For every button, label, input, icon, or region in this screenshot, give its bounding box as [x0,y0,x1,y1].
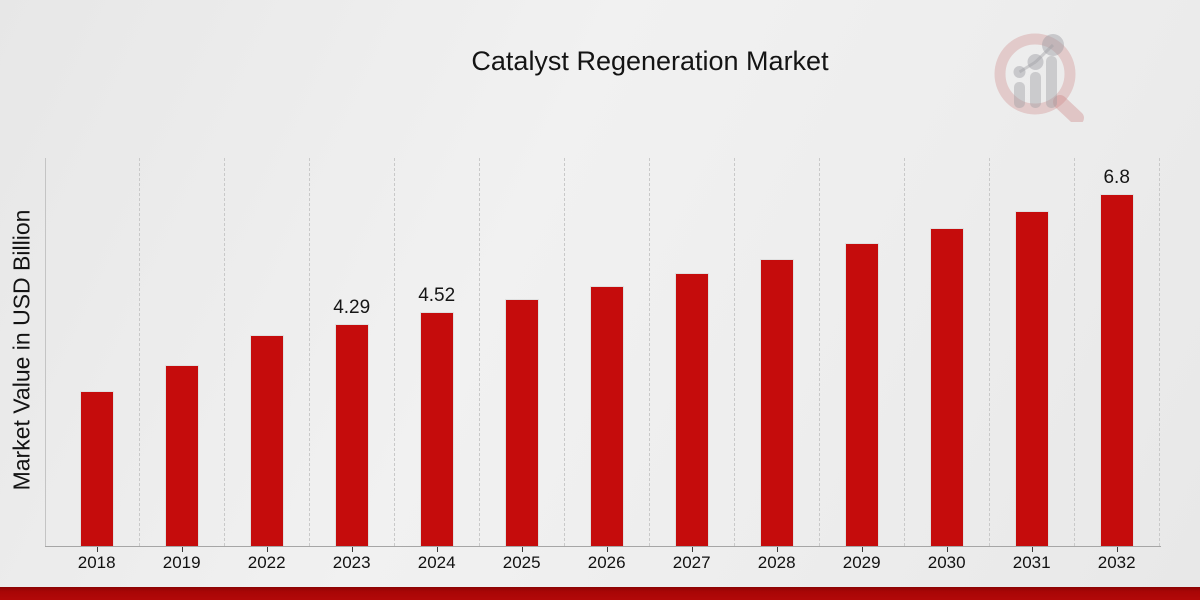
gridline [649,158,651,546]
bottom-red-strip [0,587,1200,600]
bar-value-label: 4.52 [418,285,456,306]
x-axis-tick [436,547,438,552]
gridline [989,158,991,546]
magnifier-bar-chart-logo-icon [994,33,1084,122]
gridline [139,158,141,546]
magnifier-handle [1053,95,1084,122]
x-axis-tick [351,547,353,552]
gridline [734,158,736,546]
bar [674,273,709,546]
x-axis-tick [776,547,778,552]
gridline [479,158,481,546]
bar [164,365,199,546]
bar-value-label: 6.8 [1103,167,1130,188]
x-axis-tick-label: 2024 [417,553,456,572]
x-axis-line [45,546,1161,547]
gridline [1074,158,1076,546]
magnifier-ring [994,33,1076,115]
bar [1099,194,1134,546]
bar [589,286,624,546]
x-axis-tick [96,547,98,552]
x-axis-tick-label: 2025 [502,553,541,572]
bar [504,299,539,546]
x-axis-tick [1116,547,1118,552]
gridline [309,158,311,546]
bar [844,243,879,546]
x-axis-tick-label: 2019 [162,553,201,572]
logo-bar-tall [1046,56,1057,108]
logo-trend-line-2 [1034,43,1055,64]
x-axis-tick [266,547,268,552]
logo-trend-dot-1 [1013,66,1026,78]
logo-bar-mid [1030,72,1041,108]
x-axis-tick-label: 2032 [1097,553,1136,572]
x-axis-tick-label: 2027 [672,553,711,572]
x-axis-tick [861,547,863,552]
x-axis-tick [1031,547,1033,552]
bar-value-label: 4.29 [333,297,371,318]
x-axis-tick-label: 2028 [757,553,796,572]
y-axis-line [45,158,46,546]
x-axis-tick [181,547,183,552]
x-axis-tick-label: 2031 [1012,553,1051,572]
bar [929,228,964,546]
x-axis-tick [946,547,948,552]
gridline [564,158,566,546]
x-axis-tick [521,547,523,552]
chart-title: Catalyst Regeneration Market [471,46,829,76]
x-axis-tick-label: 2023 [332,553,371,572]
gridline [394,158,396,546]
logo-trend-dot-3 [1042,34,1064,56]
x-axis-tick-label: 2029 [842,553,881,572]
x-axis-tick-label: 2030 [927,553,966,572]
x-axis-tick-label: 2018 [77,553,116,572]
logo-trend-line-1 [1018,60,1037,74]
gridline [224,158,226,546]
x-axis-tick [691,547,693,552]
gridline [1159,158,1161,546]
logo-trend-dot-2 [1027,54,1044,70]
bar [334,324,369,546]
bar [419,312,454,546]
bar [249,335,284,546]
gridline [819,158,821,546]
x-axis-tick-label: 2026 [587,553,626,572]
bar [79,391,114,546]
gridline [904,158,906,546]
x-axis-tick-label: 2022 [247,553,286,572]
bar [759,259,794,546]
bar [1014,211,1049,546]
x-axis-tick [606,547,608,552]
logo-bar-short [1014,82,1025,108]
